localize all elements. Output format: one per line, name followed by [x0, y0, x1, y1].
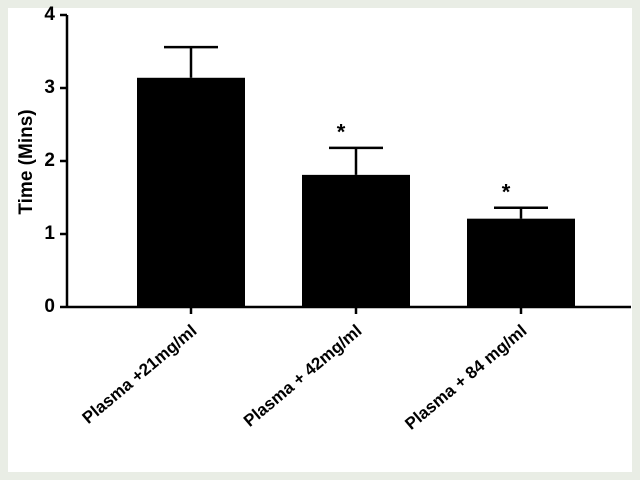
- significance-mark: *: [337, 120, 346, 145]
- y-tick-label: 4: [44, 4, 55, 25]
- x-tick-label: Plasma + 84 mg/ml: [401, 321, 530, 434]
- y-tick-label: 3: [44, 77, 55, 98]
- y-tick-label: 0: [44, 296, 55, 317]
- y-tick-label: 1: [44, 223, 55, 244]
- significance-mark: *: [502, 180, 511, 205]
- bar: [302, 174, 410, 307]
- bar: [467, 218, 575, 307]
- bar: [137, 77, 245, 307]
- y-axis-label: Time (Mins): [16, 109, 37, 214]
- x-tick-label: Plasma + 42mg/ml: [240, 321, 366, 431]
- y-tick-label: 2: [44, 150, 55, 171]
- x-tick-label: Plasma +21mg/ml: [79, 321, 201, 428]
